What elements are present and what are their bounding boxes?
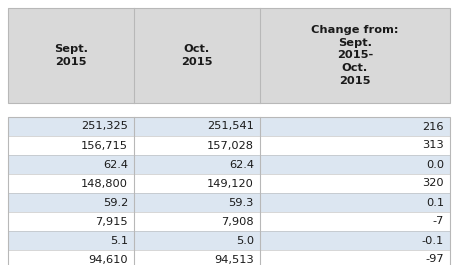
Text: 59.3: 59.3 (229, 197, 254, 207)
Text: Sept.
2015: Sept. 2015 (54, 44, 88, 67)
Bar (8, 250, 450, 265)
Text: 156,715: 156,715 (81, 140, 128, 151)
Text: 59.2: 59.2 (103, 197, 128, 207)
Bar (8, 8, 450, 103)
Bar (8, 155, 450, 174)
Text: 157,028: 157,028 (207, 140, 254, 151)
Text: 7,915: 7,915 (95, 217, 128, 227)
Text: 62.4: 62.4 (103, 160, 128, 170)
Bar (8, 212, 450, 231)
Bar (8, 117, 450, 265)
Bar (8, 231, 450, 250)
Text: -0.1: -0.1 (422, 236, 444, 245)
Text: 216: 216 (422, 121, 444, 131)
Text: -97: -97 (425, 254, 444, 264)
Text: 62.4: 62.4 (229, 160, 254, 170)
Bar (8, 174, 450, 193)
Text: 5.0: 5.0 (236, 236, 254, 245)
Text: 94,610: 94,610 (88, 254, 128, 264)
Text: 251,541: 251,541 (207, 121, 254, 131)
Text: 149,120: 149,120 (207, 179, 254, 188)
Text: Oct.
2015: Oct. 2015 (181, 44, 213, 67)
Text: -7: -7 (433, 217, 444, 227)
Bar (8, 103, 450, 117)
Text: 320: 320 (422, 179, 444, 188)
Bar (8, 136, 450, 155)
Bar (8, 8, 450, 103)
Text: 313: 313 (422, 140, 444, 151)
Bar (8, 257, 450, 265)
Text: 5.1: 5.1 (110, 236, 128, 245)
Text: 0.1: 0.1 (426, 197, 444, 207)
Text: 7,908: 7,908 (221, 217, 254, 227)
Bar (8, 117, 450, 136)
Text: 94,513: 94,513 (214, 254, 254, 264)
Text: 251,325: 251,325 (81, 121, 128, 131)
Text: Change from:
Sept.
2015-
Oct.
2015: Change from: Sept. 2015- Oct. 2015 (311, 25, 399, 86)
Bar (8, 193, 450, 212)
Text: 0.0: 0.0 (426, 160, 444, 170)
Text: 148,800: 148,800 (81, 179, 128, 188)
